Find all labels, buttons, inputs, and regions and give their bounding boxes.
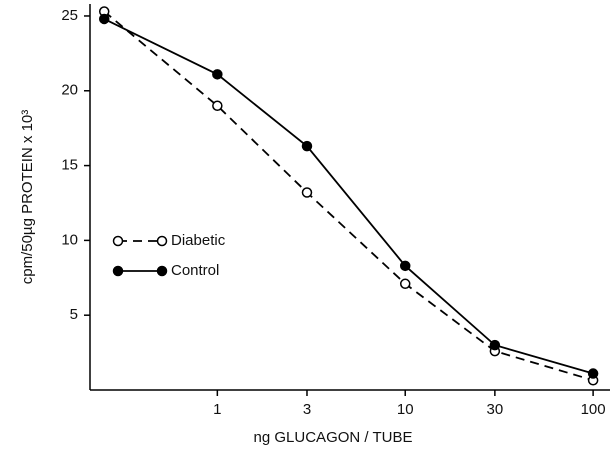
data-point [399,260,411,272]
legend-marker [156,235,168,247]
y-tick-label: 5 [70,306,78,323]
y-tick-label: 25 [61,7,78,24]
legend-marker [156,265,168,277]
y-tick-label: 20 [61,82,78,99]
x-tick-label: 10 [397,401,414,418]
data-point [587,368,599,379]
x-tick-label: 100 [581,401,606,418]
data-point [212,69,223,80]
y-axis-label: cpm/50µg PROTEIN x 10³ [19,110,36,285]
x-axis-label: ng GLUCAGON / TUBE [254,429,413,446]
data-point [301,187,313,198]
x-tick-label: 3 [303,401,311,418]
y-tick-label: 10 [61,231,78,248]
data-point [489,339,501,351]
legend-marker [112,265,124,277]
data-point [212,100,223,111]
y-tick-label: 15 [61,157,78,174]
series-line [103,18,594,375]
legend-marker [112,235,124,247]
x-tick-label: 1 [213,401,221,418]
legend-label: Control [171,262,219,279]
x-tick-label: 30 [487,401,504,418]
data-point [399,278,411,290]
data-point [98,13,110,25]
data-point [301,140,313,152]
legend-label: Diabetic [171,232,226,249]
series-line [103,10,594,382]
